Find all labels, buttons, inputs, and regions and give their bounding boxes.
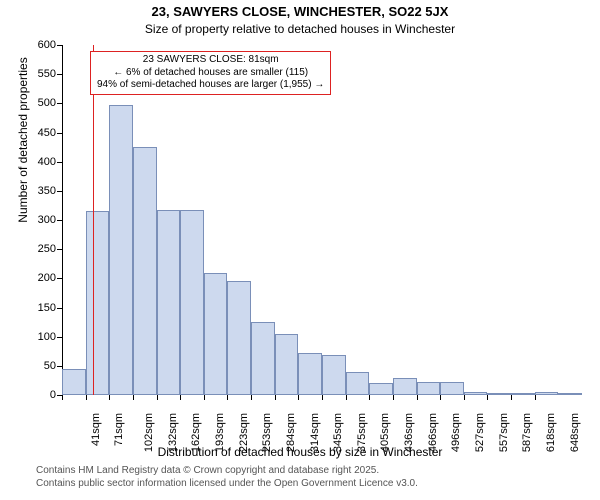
ytick-label: 100 xyxy=(38,331,62,343)
xtick-mark xyxy=(227,395,228,400)
annotation-line3: 94% of semi-detached houses are larger (… xyxy=(97,79,324,92)
histogram-bar xyxy=(180,210,204,396)
xtick-mark xyxy=(86,395,87,400)
xtick-mark xyxy=(369,395,370,400)
y-axis-label: Number of detached properties xyxy=(16,0,30,315)
xtick-mark xyxy=(157,395,158,400)
ytick-label: 0 xyxy=(50,389,62,401)
xtick-mark xyxy=(251,395,252,400)
histogram-bar xyxy=(558,393,582,395)
histogram-bar xyxy=(133,147,157,395)
histogram-bar xyxy=(487,393,511,395)
plot-area: 05010015020025030035040045050055060041sq… xyxy=(62,45,582,395)
histogram-bar xyxy=(275,334,299,395)
xtick-mark xyxy=(180,395,181,400)
ytick-label: 50 xyxy=(44,360,62,372)
x-axis-label: Distribution of detached houses by size … xyxy=(0,445,600,459)
xtick-mark xyxy=(464,395,465,400)
xtick-mark xyxy=(298,395,299,400)
histogram-bar xyxy=(346,372,370,395)
marker-vline xyxy=(93,45,94,395)
xtick-mark xyxy=(109,395,110,400)
ytick-label: 600 xyxy=(38,39,62,51)
ytick-label: 550 xyxy=(38,68,62,80)
annotation-line1: 23 SAWYERS CLOSE: 81sqm xyxy=(97,54,324,67)
histogram-bar xyxy=(62,369,86,395)
xtick-mark xyxy=(133,395,134,400)
xtick-mark xyxy=(275,395,276,400)
ytick-label: 300 xyxy=(38,214,62,226)
histogram-bar xyxy=(322,355,346,395)
histogram-bar xyxy=(157,210,181,396)
annotation-box: 23 SAWYERS CLOSE: 81sqm ← 6% of detached… xyxy=(90,51,331,95)
ytick-label: 400 xyxy=(38,156,62,168)
ytick-label: 150 xyxy=(38,302,62,314)
xtick-mark xyxy=(62,395,63,400)
histogram-bar xyxy=(511,393,535,395)
footer-line1: Contains HM Land Registry data © Crown c… xyxy=(36,465,600,478)
footer-attribution: Contains HM Land Registry data © Crown c… xyxy=(36,465,600,490)
y-axis-line xyxy=(62,45,63,395)
histogram-bar xyxy=(535,392,559,396)
xtick-mark xyxy=(440,395,441,400)
histogram-bar xyxy=(393,378,417,396)
ytick-label: 200 xyxy=(38,272,62,284)
xtick-mark xyxy=(204,395,205,400)
xtick-label: 71sqm xyxy=(113,413,125,446)
xtick-mark xyxy=(417,395,418,400)
histogram-bar xyxy=(440,382,464,395)
xtick-mark xyxy=(511,395,512,400)
xtick-mark xyxy=(393,395,394,400)
ytick-label: 500 xyxy=(38,97,62,109)
xtick-mark xyxy=(487,395,488,400)
ytick-label: 350 xyxy=(38,185,62,197)
histogram-bar xyxy=(86,211,110,395)
histogram-bar xyxy=(298,353,322,395)
xtick-label: 41sqm xyxy=(90,413,102,446)
xtick-mark xyxy=(322,395,323,400)
ytick-label: 250 xyxy=(38,243,62,255)
xtick-mark xyxy=(346,395,347,400)
chart-title-main: 23, SAWYERS CLOSE, WINCHESTER, SO22 5JX xyxy=(0,4,600,19)
histogram-bar xyxy=(369,383,393,395)
histogram-bar xyxy=(251,322,275,395)
histogram-bar xyxy=(464,392,488,396)
histogram-bar xyxy=(227,281,251,395)
histogram-bar xyxy=(204,273,228,396)
annotation-line2: ← 6% of detached houses are smaller (115… xyxy=(97,67,324,80)
xtick-mark xyxy=(535,395,536,400)
chart-title-sub: Size of property relative to detached ho… xyxy=(0,22,600,36)
footer-line2: Contains public sector information licen… xyxy=(36,478,600,491)
ytick-label: 450 xyxy=(38,127,62,139)
histogram-bar xyxy=(109,105,133,396)
histogram-bar xyxy=(417,382,441,395)
